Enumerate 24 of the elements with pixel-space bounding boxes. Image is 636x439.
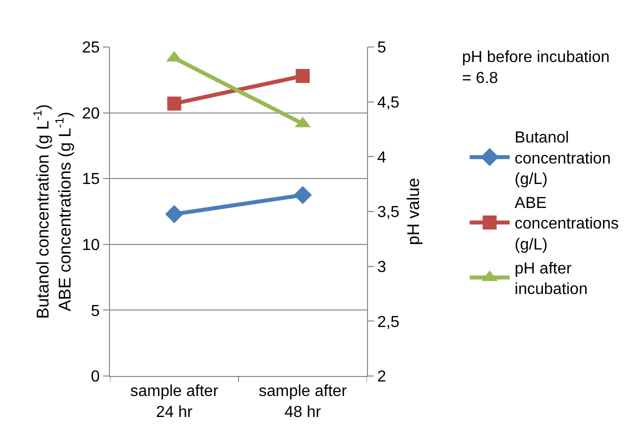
y2-tick-label: 3: [377, 258, 386, 276]
legend-label: ABE concentrations (g/L): [514, 194, 619, 254]
x-tick-label: sample after 24 hr: [130, 383, 219, 421]
point: [167, 96, 182, 111]
y-tick-label: 0: [90, 368, 100, 386]
y-tick-label: 20: [82, 105, 100, 122]
legend-label: pH after incubation: [514, 260, 588, 298]
legend-label: Butanol concentration (g/L): [514, 130, 611, 188]
text: pH before incubation = 6.8: [462, 49, 610, 87]
y2-tick-label: 5: [377, 40, 386, 57]
y-tick-label: 15: [82, 171, 100, 188]
y2-tick-label: 4: [377, 149, 386, 166]
y2-tick-label: 3,5: [377, 204, 400, 222]
y-tick-label: 10: [82, 237, 100, 254]
y-tick-label: 25: [82, 40, 100, 57]
y-tick-label: 5: [90, 302, 100, 320]
point: [296, 68, 310, 83]
point: [294, 186, 312, 204]
y2-tick-label: 4,5: [377, 94, 400, 112]
y2-tick-label: 2: [377, 368, 386, 386]
y2-tick-label: 2,5: [377, 314, 400, 331]
x-tick-label: sample after 48 hr: [258, 383, 348, 421]
point: [165, 205, 184, 224]
y2-axis-title: pH value: [404, 178, 423, 246]
